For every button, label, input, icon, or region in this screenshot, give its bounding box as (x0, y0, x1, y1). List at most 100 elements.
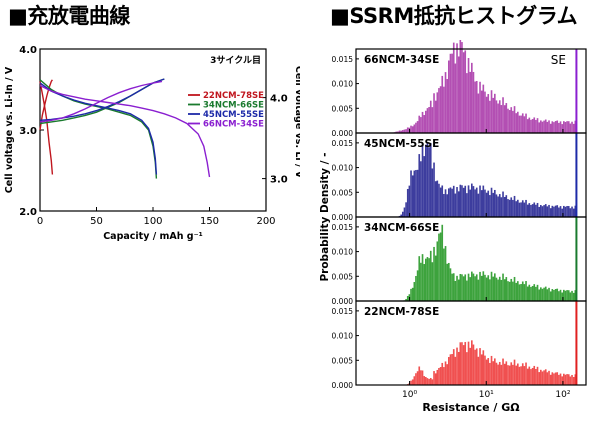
hist-bar-66NCM-34SE-27 (400, 130, 402, 133)
y-tick-label-1: 3.0 (19, 126, 37, 137)
hist-bar-66NCM-34SE-67 (466, 73, 468, 133)
hist-bar-34NCM-66SE-48 (434, 255, 437, 301)
hist-bar-45NCM-55SE-109 (535, 204, 537, 217)
hist-bar-45NCM-55SE-64 (461, 185, 463, 217)
panel-frame-3 (355, 300, 587, 386)
hist-bar-45NCM-55SE-51 (439, 187, 442, 217)
hist-bar-45NCM-55SE-37 (416, 169, 419, 217)
hist-bar-22NCM-78SE-87 (498, 361, 501, 385)
x-axis-label: Resistance / GΩ (422, 401, 520, 414)
hist-bar-34NCM-66SE-55 (446, 263, 448, 301)
hist-bar-22NCM-78SE-104 (526, 368, 529, 385)
hist-bar-34NCM-66SE-58 (451, 273, 453, 301)
hist-bar-45NCM-55SE-95 (512, 199, 514, 217)
hist-bar-34NCM-66SE-115 (544, 286, 547, 301)
hist-bar-34NCM-66SE-37 (416, 270, 419, 301)
hist-bar-34NCM-66SE-41 (423, 264, 425, 301)
hist-bar-34NCM-66SE-130 (569, 292, 572, 301)
hist-bar-45NCM-55SE-60 (454, 193, 457, 217)
hist-bar-45NCM-55SE-39 (420, 161, 422, 217)
hist-bar-22NCM-78SE-80 (487, 358, 490, 385)
hist-bar-66NCM-34SE-115 (544, 119, 547, 133)
hist-bar-45NCM-55SE-65 (462, 187, 465, 217)
hist-bar-66NCM-34SE-130 (569, 123, 572, 133)
hist-bar-34NCM-66SE-79 (485, 277, 488, 301)
hist-bar-45NCM-55SE-27 (400, 214, 402, 217)
hist-bar-66NCM-34SE-56 (448, 60, 450, 133)
hist-bar-45NCM-55SE-104 (526, 204, 529, 217)
hist-bar-34NCM-66SE-81 (489, 279, 491, 301)
hist-bar-34NCM-66SE-36 (415, 275, 417, 301)
hist-bar-66NCM-34SE-28 (402, 130, 404, 133)
hist-bar-66NCM-34SE-117 (548, 120, 550, 133)
hist-bar-45NCM-55SE-105 (528, 203, 531, 217)
hist-bar-34NCM-66SE-114 (543, 287, 545, 301)
hist-bar-34NCM-66SE-101 (521, 281, 524, 301)
legend-label-3: 66NCM-34SE (203, 120, 264, 130)
hist-bar-45NCM-55SE-75 (479, 185, 481, 217)
hist-bar-66NCM-34SE-25 (397, 131, 399, 133)
hist-bar-22NCM-78SE-99 (518, 366, 521, 385)
hist-bar-45NCM-55SE-31 (406, 188, 409, 217)
hist-bar-45NCM-55SE-129 (567, 206, 570, 217)
hist-bar-45NCM-55SE-78 (484, 189, 486, 217)
hist-bar-66NCM-34SE-55 (446, 79, 448, 133)
hist-bar-45NCM-55SE-131 (571, 206, 573, 217)
hist-bar-45NCM-55SE-69 (469, 189, 471, 217)
hist-bar-22NCM-78SE-47 (433, 371, 435, 385)
hist-bar-22NCM-78SE-131 (571, 374, 573, 385)
hist-bar-66NCM-34SE-98 (517, 111, 519, 133)
y-tick-label-1-2: 0.010 (332, 164, 354, 173)
hist-bar-66NCM-34SE-94 (510, 107, 513, 133)
hist-bar-45NCM-55SE-133 (574, 205, 577, 217)
hist-bar-66NCM-34SE-60 (454, 63, 457, 133)
hist-bar-34NCM-66SE-73 (475, 274, 478, 301)
hist-bar-45NCM-55SE-115 (544, 204, 547, 217)
hist-bar-34NCM-66SE-129 (567, 290, 570, 301)
hist-bar-34NCM-66SE-125 (561, 292, 563, 301)
hist-bar-66NCM-34SE-126 (563, 121, 565, 133)
hist-bar-34NCM-66SE-82 (490, 271, 493, 301)
hist-bar-45NCM-55SE-122 (556, 205, 559, 217)
hist-bar-45NCM-55SE-94 (510, 197, 513, 217)
hist-bar-34NCM-66SE-119 (551, 289, 554, 301)
hist-bar-66NCM-34SE-85 (495, 100, 498, 133)
hist-bar-22NCM-78SE-90 (503, 363, 506, 385)
hist-bar-66NCM-34SE-63 (459, 40, 462, 133)
hist-bar-22NCM-78SE-118 (549, 374, 552, 385)
hist-bar-22NCM-78SE-132 (572, 376, 575, 385)
hist-bar-22NCM-78SE-127 (564, 374, 567, 385)
hist-bar-45NCM-55SE-107 (531, 204, 534, 217)
hist-bar-66NCM-34SE-30 (405, 129, 407, 133)
hist-bar-45NCM-55SE-29 (403, 207, 406, 217)
hist-bar-22NCM-78SE-50 (438, 368, 440, 385)
hist-bar-45NCM-55SE-68 (467, 185, 470, 217)
y-tick-label-1-3: 0.015 (332, 139, 354, 148)
hist-bar-34NCM-66SE-120 (553, 290, 555, 301)
hist-bar-22NCM-78SE-105 (528, 366, 531, 385)
hist-bar-22NCM-78SE-106 (530, 369, 532, 385)
hist-bar-66NCM-34SE-125 (561, 124, 563, 133)
hist-bar-22NCM-78SE-33 (410, 380, 412, 385)
hist-bar-45NCM-55SE-120 (553, 206, 555, 217)
hist-bar-66NCM-34SE-82 (490, 90, 493, 133)
hist-bar-34NCM-66SE-84 (494, 273, 496, 301)
hist-bar-22NCM-78SE-123 (558, 374, 560, 385)
hist-bar-66NCM-34SE-118 (549, 123, 552, 133)
curve-66NCM-34SE-charge (39, 80, 163, 123)
hist-bar-66NCM-34SE-76 (480, 90, 483, 133)
hist-bar-34NCM-66SE-112 (540, 287, 542, 301)
hist-bar-22NCM-78SE-69 (469, 347, 471, 385)
hist-bar-45NCM-55SE-119 (551, 205, 554, 217)
hist-bar-66NCM-34SE-24 (395, 131, 398, 133)
hist-bar-66NCM-34SE-97 (515, 113, 517, 133)
y-tick-label-2: 4.0 (19, 45, 37, 56)
hist-bar-45NCM-55SE-101 (521, 200, 524, 217)
hist-bar-45NCM-55SE-121 (554, 205, 557, 217)
hist-bar-66NCM-34SE-48 (434, 100, 437, 133)
hist-bar-22NCM-78SE-56 (448, 357, 450, 385)
y-tick-label-2-1: 0.005 (332, 272, 354, 281)
hist-bar-22NCM-78SE-70 (471, 340, 473, 385)
hist-bar-22NCM-78SE-67 (466, 352, 468, 385)
hist-bar-34NCM-66SE-97 (515, 282, 517, 301)
